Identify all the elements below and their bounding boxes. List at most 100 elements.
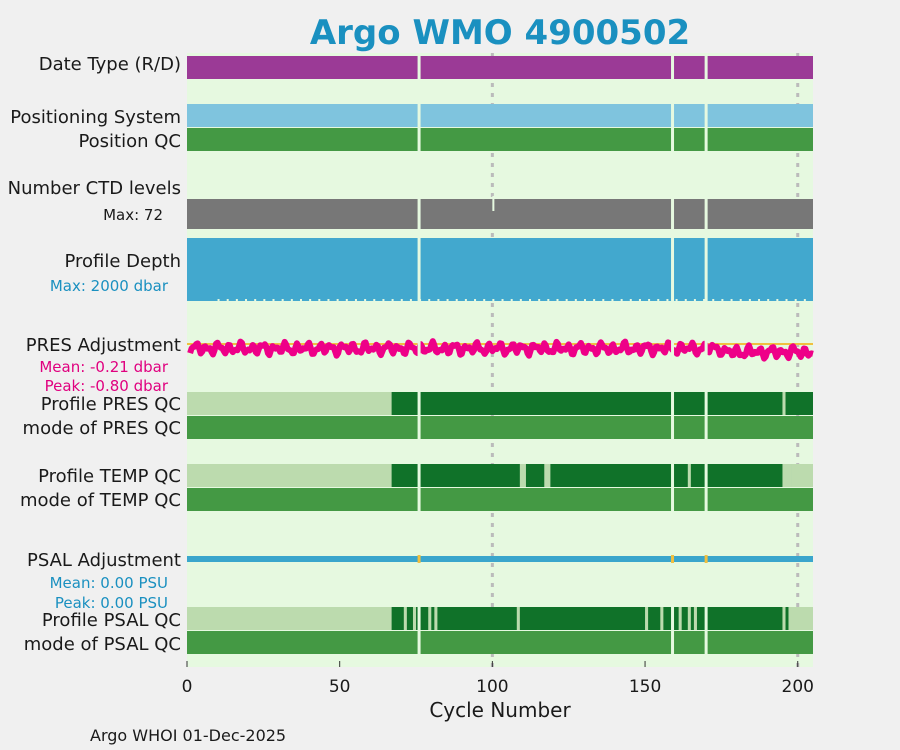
depth-fringe-112 <box>529 299 532 301</box>
depth-fringe-127 <box>574 299 577 301</box>
depth-fringe-109 <box>519 299 522 301</box>
label-profile-pres-qc: Profile PRES QC <box>41 394 181 415</box>
depth-fringe-199 <box>794 299 797 301</box>
depth-fringe-19 <box>245 299 248 301</box>
psal-qc-segment-1 <box>412 607 417 630</box>
gap-159-6 <box>671 607 675 654</box>
x-axis-label: Cycle Number <box>429 698 571 722</box>
label-profile-depth: Profile Depth <box>64 251 181 272</box>
label-position-qc: Position QC <box>78 131 181 152</box>
gap-159-3 <box>671 238 675 301</box>
gap-159-1 <box>671 104 675 151</box>
nlev-notch-2 <box>391 196 401 199</box>
gap-76-4 <box>417 392 421 439</box>
depth-fringe-148 <box>638 299 641 301</box>
depth-fringe-178 <box>730 299 733 301</box>
label-ctd-max: Max: 72 <box>103 206 163 224</box>
depth-fringe-151 <box>648 299 651 301</box>
depth-fringe-184 <box>748 299 751 301</box>
x-axis: 0 50 100 150 200 <box>182 661 814 697</box>
gap-159-2 <box>671 199 675 229</box>
band-psal-qc-tail <box>788 607 813 630</box>
label-positioning-system: Positioning System <box>10 107 181 128</box>
temp-qc-segment-3 <box>782 464 792 487</box>
band-temp-qc-tail <box>791 464 813 487</box>
depth-fringe-157 <box>666 299 669 301</box>
band-positioning-system <box>187 104 813 127</box>
gap-170-1 <box>704 104 708 151</box>
label-pres-adjustment: PRES Adjustment <box>26 335 181 356</box>
depth-fringe-139 <box>611 299 614 301</box>
tick-label-150: 150 <box>629 677 661 697</box>
depth-fringe-133 <box>593 299 596 301</box>
band-psal-qc-b <box>187 607 392 630</box>
nlev-notch-deep <box>492 199 495 211</box>
band-psal-adjustment <box>187 556 813 562</box>
gap-76-6 <box>417 607 421 654</box>
gap-170-0 <box>704 56 708 79</box>
label-profile-temp-qc: Profile TEMP QC <box>38 466 181 487</box>
depth-fringe-49 <box>336 299 339 301</box>
label-pres-peak: Peak: -0.80 dbar <box>45 377 169 395</box>
depth-fringe-124 <box>565 299 568 301</box>
depth-fringe-85 <box>446 299 449 301</box>
chart-title: Argo WMO 4900502 <box>310 13 690 53</box>
nlev-notch-3 <box>492 196 496 199</box>
tick-label-100: 100 <box>476 677 508 697</box>
footer-text: Argo WHOI 01-Dec-2025 <box>90 726 286 745</box>
depth-fringe-190 <box>767 299 770 301</box>
depth-fringe-28 <box>272 299 275 301</box>
temp-qc-segment-1 <box>544 464 551 487</box>
depth-fringe-142 <box>620 299 623 301</box>
gap-76-0 <box>417 56 421 79</box>
depth-fringe-13 <box>226 299 229 301</box>
gap-159-0 <box>671 56 675 79</box>
plot-area <box>187 53 813 667</box>
depth-fringe-22 <box>254 299 257 301</box>
depth-fringe-118 <box>547 299 550 301</box>
band-profile-depth <box>187 238 813 301</box>
band-psal-mode <box>187 631 813 654</box>
gap-170-6 <box>704 607 708 654</box>
depth-fringe-70 <box>400 299 403 301</box>
depth-fringe-97 <box>483 299 486 301</box>
depth-fringe-55 <box>354 299 357 301</box>
depth-fringe-154 <box>657 299 660 301</box>
psal-qc-segment-7 <box>678 607 682 630</box>
depth-fringe-61 <box>373 299 376 301</box>
depth-fringe-160 <box>675 299 678 301</box>
gap-pres-159 <box>671 330 675 370</box>
label-psal-mean: Mean: 0.00 PSU <box>50 574 168 592</box>
depth-fringe-58 <box>364 299 367 301</box>
depth-fringe-100 <box>492 299 495 301</box>
depth-fringe-172 <box>712 299 715 301</box>
tick-label-0: 0 <box>182 677 193 697</box>
band-pres-qc-b <box>187 392 392 415</box>
depth-fringe-181 <box>739 299 742 301</box>
depth-fringe-121 <box>556 299 559 301</box>
psal-qc-segment-0 <box>403 607 407 630</box>
band-pres-qc-a <box>391 392 813 415</box>
band-temp-qc-b <box>187 464 392 487</box>
tick-label-200: 200 <box>782 677 814 697</box>
depth-fringe-130 <box>583 299 586 301</box>
psal-qc-segment-8 <box>687 607 691 630</box>
depth-fringe-46 <box>327 299 330 301</box>
gap-170-3 <box>704 238 708 301</box>
tick-label-50: 50 <box>329 677 351 697</box>
depth-fringe-106 <box>510 299 513 301</box>
depth-fringe-67 <box>391 299 394 301</box>
depth-fringe-166 <box>693 299 696 301</box>
nlev-notch-4 <box>516 196 554 199</box>
temp-qc-segment-2 <box>687 464 691 487</box>
label-mode-pres-qc: mode of PRES QC <box>23 418 181 439</box>
psal-qc-segment-5 <box>645 607 649 630</box>
pres-qc-segment-0 <box>782 392 786 415</box>
depth-fringe-94 <box>474 299 477 301</box>
missing-cycle-gaps <box>417 56 708 654</box>
nlev-notch-8 <box>773 196 786 199</box>
band-number-ctd-levels <box>187 199 813 229</box>
depth-fringe-145 <box>629 299 632 301</box>
gap-159-4 <box>671 392 675 439</box>
nlev-notch-7 <box>727 196 746 199</box>
